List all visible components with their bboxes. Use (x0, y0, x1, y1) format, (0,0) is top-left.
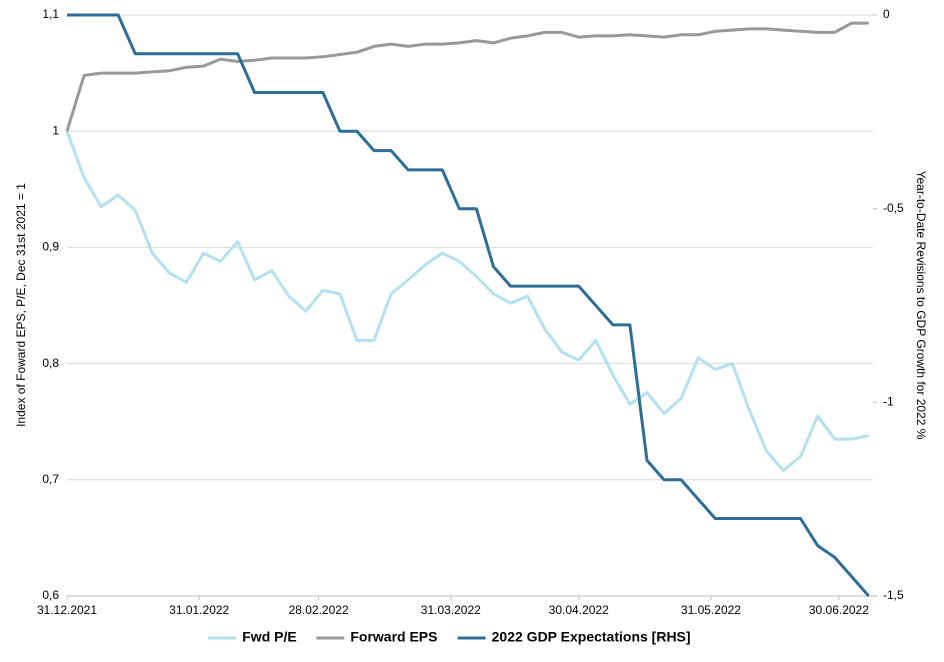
x-tick-label: 30.04.2022 (549, 603, 609, 617)
y2-tick-label: -0,5 (883, 201, 904, 215)
legend: Fwd P/E Forward EPS 2022 GDP Expectations … (208, 629, 691, 645)
x-tick-label: 30.06.2022 (809, 603, 869, 617)
series-line (65, 130, 870, 472)
x-tick-label: 28.02.2022 (289, 603, 349, 617)
y2-axis-label: Year-to-Date Revisions to GDP Growth for… (914, 171, 928, 440)
legend-label: 2022 GDP Expectations [RHS] (492, 629, 691, 645)
y-axis-label: Index of Foward EPS, P/E, Dec 31st 2021 … (14, 183, 28, 427)
series-line (65, 21, 869, 132)
x-tick-label: 31.12.2021 (37, 603, 97, 617)
y2-tick-label: 0 (883, 7, 890, 21)
y-tick-label: 0,7 (42, 472, 59, 486)
x-tick-label: 31.01.2022 (169, 603, 229, 617)
x-tick-label: 31.03.2022 (421, 603, 481, 617)
y-tick-label: 1,1 (42, 7, 59, 21)
y-tick-label: 0,6 (42, 588, 59, 602)
legend-label: Forward EPS (350, 629, 437, 645)
y2-tick-label: -1 (883, 395, 894, 409)
y-tick-label: 0,9 (42, 240, 59, 254)
x-tick-label: 31.05.2022 (681, 603, 741, 617)
y-tick-label: 0,8 (42, 356, 59, 370)
y2-tick-label: -1,5 (883, 588, 904, 602)
series-line (67, 13, 870, 597)
legend-label: Fwd P/E (242, 629, 296, 645)
y-tick-label: 1 (52, 123, 59, 137)
